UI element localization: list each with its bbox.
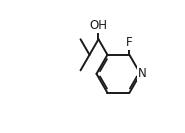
Text: F: F <box>126 36 133 49</box>
Text: N: N <box>138 67 147 80</box>
Text: OH: OH <box>90 19 107 32</box>
